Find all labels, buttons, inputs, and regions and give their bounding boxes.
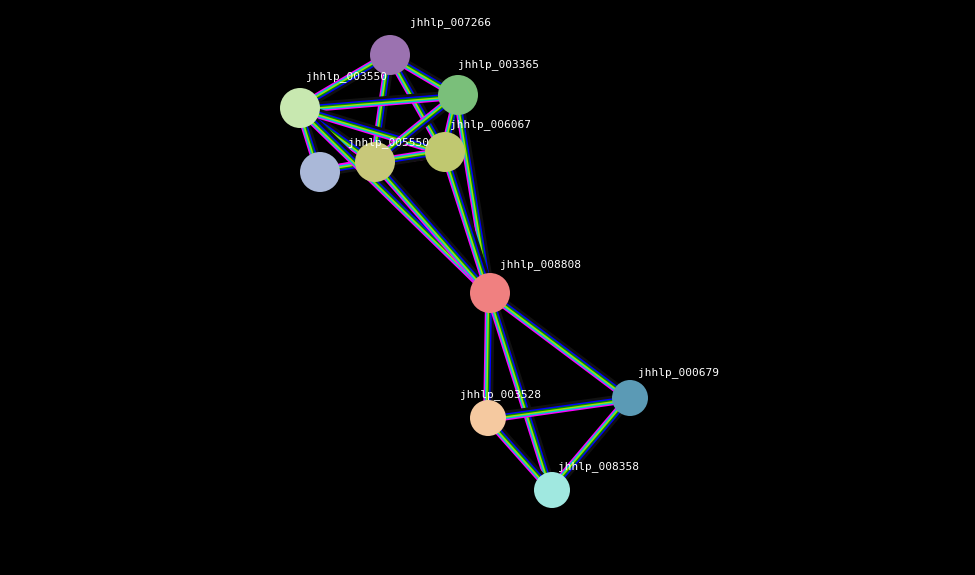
Text: jhhlp_003528: jhhlp_003528 [460, 389, 541, 400]
Text: jhhlp_006067: jhhlp_006067 [450, 119, 531, 130]
Text: jhhlp_008808: jhhlp_008808 [500, 259, 581, 270]
Circle shape [300, 152, 340, 192]
Circle shape [280, 88, 320, 128]
Circle shape [470, 400, 506, 436]
Circle shape [425, 132, 465, 172]
Circle shape [355, 142, 395, 182]
Circle shape [370, 35, 410, 75]
Circle shape [612, 380, 648, 416]
Text: jhhlp_003550: jhhlp_003550 [306, 71, 387, 82]
Circle shape [470, 273, 510, 313]
Text: jhhlp_005550: jhhlp_005550 [348, 137, 429, 148]
Circle shape [438, 75, 478, 115]
Text: jhhlp_007266: jhhlp_007266 [410, 17, 491, 28]
Circle shape [534, 472, 570, 508]
Text: jhhlp_008358: jhhlp_008358 [558, 461, 639, 472]
Text: jhhlp_000679: jhhlp_000679 [638, 367, 719, 378]
Text: jhhlp_003365: jhhlp_003365 [458, 59, 539, 70]
